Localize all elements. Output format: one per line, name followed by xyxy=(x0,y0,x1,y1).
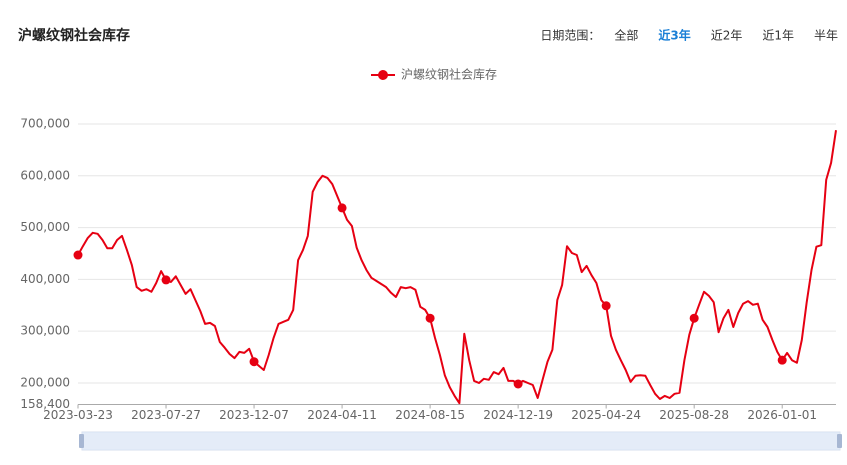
zoom-handle[interactable] xyxy=(79,434,84,448)
x-tick-label: 2025-04-24 xyxy=(571,408,641,422)
data-point xyxy=(161,275,171,285)
y-tick-label: 200,000 xyxy=(20,375,70,389)
y-tick-label: 500,000 xyxy=(20,220,70,234)
range-option[interactable]: 近3年 xyxy=(658,28,690,43)
x-tick-label: 2023-03-23 xyxy=(43,408,113,422)
data-point xyxy=(73,250,83,260)
data-point xyxy=(601,301,611,311)
range-option[interactable]: 全部 xyxy=(614,28,638,43)
data-point xyxy=(425,313,435,323)
y-tick-label: 300,000 xyxy=(20,324,70,338)
x-tick-label: 2024-12-19 xyxy=(483,408,553,422)
data-point xyxy=(777,355,787,365)
y-tick-label: 158,400 xyxy=(20,397,70,411)
y-tick-label: 400,000 xyxy=(20,272,70,286)
legend-label[interactable]: 沪螺纹钢社会库存 xyxy=(401,67,497,82)
range-option[interactable]: 半年 xyxy=(814,29,838,43)
x-tick-label: 2025-08-28 xyxy=(659,408,729,422)
x-tick-label: 2023-07-27 xyxy=(131,408,201,422)
range-option[interactable]: 近2年 xyxy=(711,29,743,43)
x-tick-label: 2024-08-15 xyxy=(395,408,465,422)
y-tick-label: 700,000 xyxy=(20,117,70,131)
zoom-handle[interactable] xyxy=(837,434,842,448)
range-label: 日期范围： xyxy=(540,29,600,43)
legend-marker xyxy=(378,70,388,80)
data-point xyxy=(513,379,523,389)
data-point xyxy=(249,357,259,367)
chart-title: 沪螺纹钢社会库存 xyxy=(18,27,130,44)
data-point xyxy=(337,203,347,213)
x-tick-label: 2024-04-11 xyxy=(307,408,377,422)
range-option[interactable]: 近1年 xyxy=(762,29,794,43)
series-line xyxy=(77,130,837,405)
zoom-selection[interactable] xyxy=(82,432,840,450)
x-tick-label: 2023-12-07 xyxy=(219,408,289,422)
data-point xyxy=(689,313,699,323)
x-tick-label: 2026-01-01 xyxy=(747,408,817,422)
y-tick-label: 600,000 xyxy=(20,168,70,182)
